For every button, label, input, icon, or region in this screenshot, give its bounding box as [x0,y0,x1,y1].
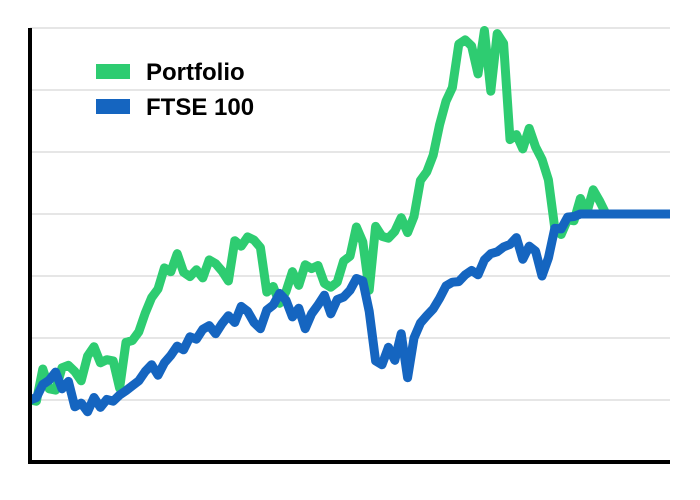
legend-label-portfolio: Portfolio [146,59,245,86]
legend-label-ftse-100: FTSE 100 [146,94,254,121]
legend-swatch-ftse-100 [96,99,130,114]
series-line-ftse-100 [28,209,670,417]
series-layer [28,26,670,417]
legend-swatch-portfolio [96,64,130,79]
legend: Portfolio FTSE 100 [96,59,254,121]
